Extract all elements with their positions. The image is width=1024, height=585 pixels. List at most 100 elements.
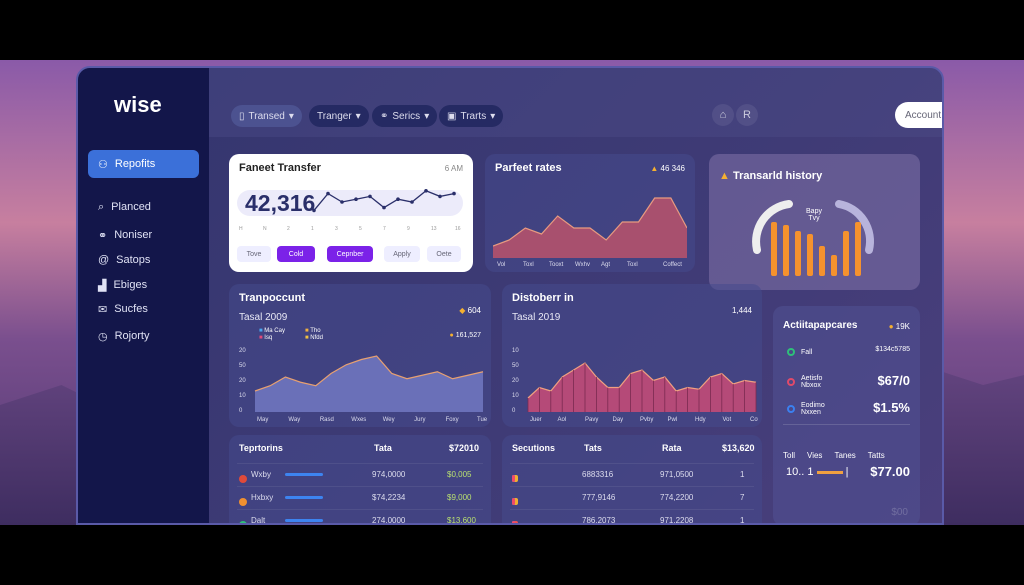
sidebar-item-rojorty[interactable]: ◷ Rojorty — [88, 322, 199, 350]
legend-swatch: ■ — [259, 328, 263, 334]
sparkline-point — [452, 191, 456, 196]
x-tick-label: 16 — [455, 226, 461, 232]
x-tick-label: Foxy — [446, 417, 459, 423]
cell: 6883316 — [582, 470, 614, 479]
sidebar-item-repofits[interactable]: ⚇ Repofits — [88, 150, 199, 178]
tab-label: Serics — [392, 110, 421, 122]
cell: $0,005 — [447, 470, 472, 479]
badge-value: 1,444 — [731, 306, 752, 315]
disto-card: Distoberr in Tasal 2019 1,444 0 10 20 50 10 J… — [502, 284, 762, 427]
x-tick-label: Tues — [477, 417, 487, 423]
item-value: $134c5785 — [875, 346, 910, 353]
sparkline-point — [382, 205, 386, 210]
legend-label: Ma Cay — [264, 328, 285, 334]
table-header: Teprtorins Tata $72010 — [239, 443, 481, 457]
progress-bar — [816, 470, 843, 474]
cell: $13,600 — [447, 516, 476, 525]
bookmark-icon[interactable]: R — [736, 104, 758, 126]
at-icon: @ — [98, 254, 110, 266]
x-tick-label: Toxl — [627, 262, 638, 268]
legend-swatch: ■ — [259, 335, 263, 341]
cell: $74,2234 — [372, 493, 406, 502]
cell: 774,2200 — [660, 493, 694, 502]
item-value: $1.5% — [873, 400, 910, 415]
user-icon: ⚇ — [98, 158, 108, 171]
table-row[interactable]: 786,2073 971,2208 1 — [510, 509, 754, 523]
table-row[interactable]: Wxby 974,0000 $0,005 — [237, 463, 483, 485]
y-tick-label: 20 — [239, 348, 246, 354]
badge-value: 46 346 — [660, 164, 685, 173]
table-row[interactable]: 6883316 971,0500 1 — [510, 463, 754, 485]
sparkline-point — [410, 200, 414, 204]
tab-serics[interactable]: ⚭ Serics ▾ — [372, 105, 438, 127]
y-tick-label: 50 — [239, 363, 246, 369]
oete-button[interactable]: Oete — [427, 246, 461, 262]
sidebar-item-noniser[interactable]: ⚭ Noniser — [88, 221, 199, 249]
tab-trarts[interactable]: ▣ Trarts ▾ — [439, 105, 504, 127]
rates-chart: Vol Toxl Tooxt Wxhv Agt Toxl Coffect — [493, 197, 687, 268]
legend-label: Tho — [310, 328, 321, 334]
x-tick-label: N — [263, 226, 267, 232]
sections-table: Secutions Tats Rata $13,620 6883316 971,0500… — [502, 435, 762, 523]
sidebar-item-ebiges[interactable]: ▟ Ebiges — [88, 271, 199, 299]
sidebar-item-label: Satops — [116, 254, 151, 266]
sidebar-item-label: Ebiges — [113, 279, 148, 291]
cold-button[interactable]: Cold — [277, 246, 315, 262]
tab-label: Trarts — [460, 110, 487, 122]
sparkline-point — [340, 200, 344, 204]
tab-tranger[interactable]: Tranger ▾ — [309, 105, 369, 127]
activity-item[interactable]: Fall — [787, 348, 812, 356]
x-tick-label: Toxl — [523, 262, 534, 268]
cell: 7 — [740, 493, 745, 502]
home-icon[interactable]: ⌂ — [712, 104, 734, 126]
tove-button[interactable]: Tove — [237, 246, 271, 262]
item-sub: Nxxen — [801, 409, 821, 416]
legend-swatch: ■ — [305, 335, 309, 341]
sidebar-item-sucfes[interactable]: ✉ Sucfes — [88, 295, 199, 323]
logo: wise — [114, 92, 162, 117]
status-icon — [787, 378, 795, 386]
cepnber-button[interactable]: Cepnber — [327, 246, 373, 262]
table-row[interactable]: 777,9146 774,2200 7 — [510, 486, 754, 508]
document-icon: ▯ — [239, 110, 245, 122]
sidebar-item-satops[interactable]: @ Satops — [88, 246, 199, 274]
column-header: $72010 — [449, 443, 480, 453]
dot-icon: ● — [888, 322, 894, 331]
y-tick-label: 20 — [239, 378, 246, 384]
row-name: Dalt — [251, 516, 266, 525]
sparkline-point — [438, 194, 442, 199]
table-row[interactable]: Dalt 274,0000 $13,600 — [237, 509, 483, 525]
tp-area — [255, 356, 483, 412]
x-tick-label: Vol — [497, 262, 505, 268]
gauge-left — [752, 200, 793, 254]
sidebar: wise ⚇ Repofits ⌕ Planced ⚭ Noniser @ Satops ▟ Eb… — [78, 68, 209, 523]
column-header: Rata — [662, 443, 682, 453]
apply-button[interactable]: Apply — [384, 246, 420, 262]
legend-item: ■ Nfdd — [305, 335, 345, 341]
chart-icon: ▟ — [98, 279, 107, 292]
gauge-right — [835, 200, 874, 254]
cell: 974,0000 — [372, 470, 406, 479]
sidebar-item-planced[interactable]: ⌕ Planced — [88, 193, 199, 221]
activity-item[interactable]: Eodimo Nxxen — [787, 402, 825, 416]
legend-swatch: ■ — [305, 328, 309, 334]
tab-transed[interactable]: ▯ Transed ▾ — [231, 105, 302, 127]
history-bar — [855, 222, 861, 276]
dashboard-window: wise ⚇ Repofits ⌕ Planced ⚭ Noniser @ Satops ▟ Eb… — [76, 66, 944, 525]
tp-line — [254, 355, 484, 392]
y-tick-label: 0 — [239, 408, 243, 414]
sparkline-point — [368, 194, 372, 199]
table-row[interactable]: Hxbxy $74,2234 $9,000 — [237, 486, 483, 508]
sparkline-point — [424, 189, 428, 193]
transpo-card: Tranpoccunt Tasal 2009 ◆ 604 ● 161,527 ■… — [229, 284, 491, 427]
search-input[interactable]: Account+⌕ — [895, 102, 942, 128]
x-tick-label: 9 — [407, 226, 410, 232]
y-tick-label: 20 — [512, 378, 519, 384]
progress-bar — [285, 519, 323, 522]
center-sub: Tvy — [808, 215, 820, 222]
x-tick-label: Hdy — [695, 417, 706, 423]
legend-item: ■ Tho — [305, 328, 345, 334]
activity-item[interactable]: Aetisfo Nbxox — [787, 375, 822, 389]
card-title: Tranpoccunt — [239, 292, 306, 304]
column-header: Tanes — [834, 451, 856, 460]
